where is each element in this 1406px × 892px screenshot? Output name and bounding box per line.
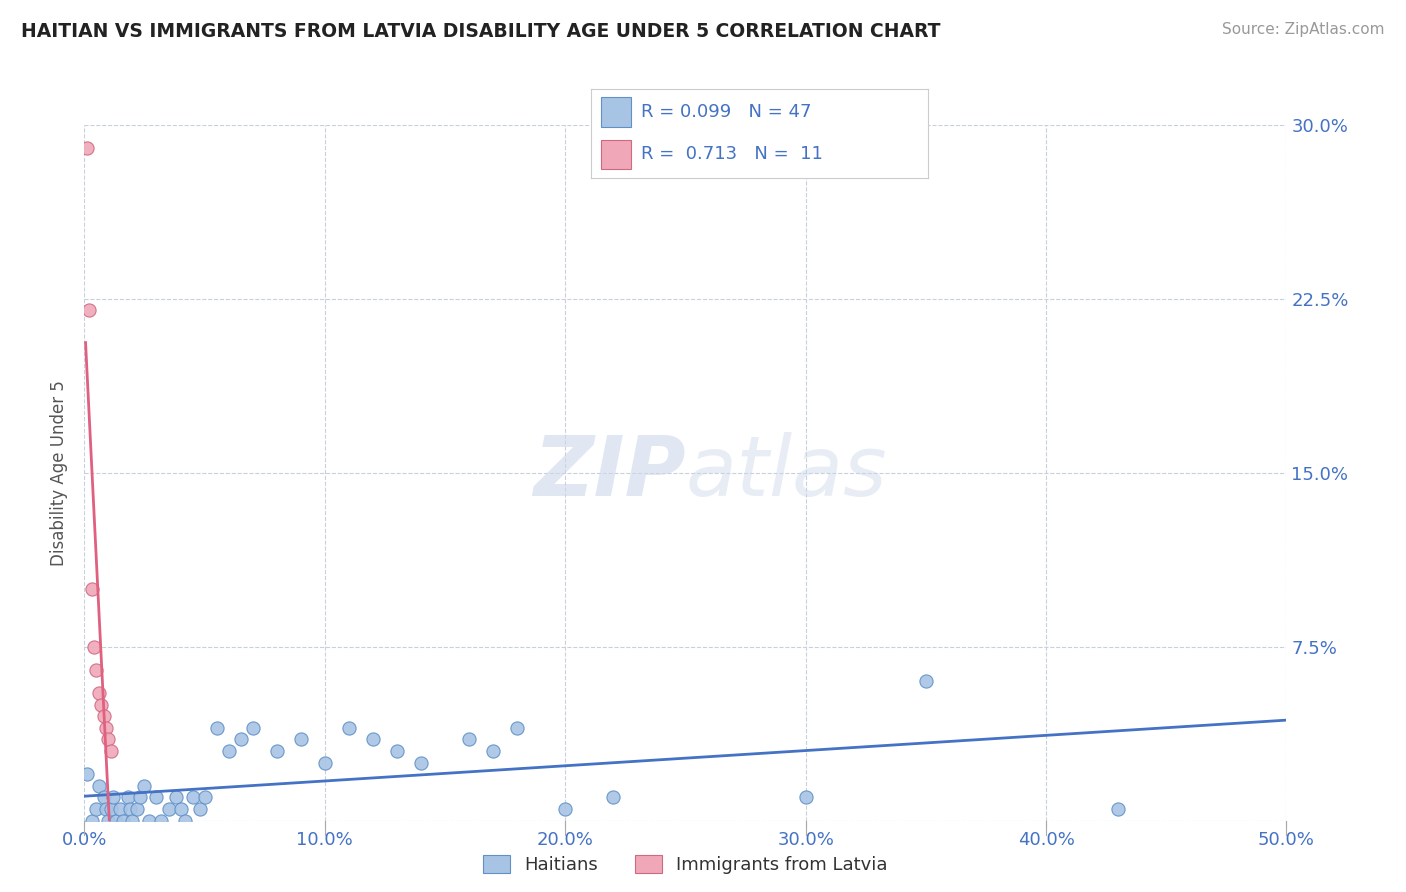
Point	[111, 814, 134, 828]
Point	[97, 814, 120, 828]
Point	[87, 686, 110, 700]
Point	[100, 744, 122, 758]
Point	[1107, 802, 1129, 816]
Point	[86, 802, 108, 816]
Text: R =  0.713   N =  11: R = 0.713 N = 11	[641, 145, 823, 163]
Point	[218, 744, 240, 758]
Point	[409, 756, 432, 770]
Point	[242, 721, 264, 735]
Point	[205, 721, 228, 735]
Point	[361, 732, 384, 747]
Point	[127, 802, 149, 816]
Point	[337, 721, 360, 735]
Point	[482, 744, 505, 758]
Point	[76, 767, 98, 781]
Text: R = 0.099   N = 47: R = 0.099 N = 47	[641, 103, 811, 121]
Point	[93, 790, 115, 805]
Point	[104, 814, 127, 828]
Point	[266, 744, 288, 758]
Point	[128, 790, 150, 805]
Y-axis label: Disability Age Under 5: Disability Age Under 5	[51, 380, 69, 566]
Point	[290, 732, 312, 747]
Point	[915, 674, 938, 689]
Point	[94, 721, 117, 735]
Point	[229, 732, 252, 747]
Point	[87, 779, 110, 793]
Point	[188, 802, 211, 816]
Point	[145, 790, 167, 805]
Point	[314, 756, 336, 770]
Point	[165, 790, 187, 805]
Point	[194, 790, 217, 805]
Point	[86, 663, 108, 677]
Text: ZIP: ZIP	[533, 433, 686, 513]
Point	[134, 779, 156, 793]
Point	[97, 732, 120, 747]
Bar	[600, 140, 631, 169]
Point	[602, 790, 624, 805]
Point	[80, 814, 103, 828]
Point	[93, 709, 115, 723]
Point	[90, 698, 112, 712]
Point	[121, 814, 143, 828]
Text: HAITIAN VS IMMIGRANTS FROM LATVIA DISABILITY AGE UNDER 5 CORRELATION CHART: HAITIAN VS IMMIGRANTS FROM LATVIA DISABI…	[21, 22, 941, 41]
Point	[169, 802, 191, 816]
Point	[181, 790, 204, 805]
Point	[94, 802, 117, 816]
Point	[110, 802, 132, 816]
Point	[506, 721, 529, 735]
Point	[385, 744, 408, 758]
Text: atlas: atlas	[686, 433, 887, 513]
Point	[118, 802, 141, 816]
Bar	[600, 97, 631, 127]
Point	[77, 303, 100, 318]
Point	[103, 790, 125, 805]
Point	[100, 802, 122, 816]
Point	[157, 802, 180, 816]
Point	[117, 790, 139, 805]
Legend: Haitians, Immigrants from Latvia: Haitians, Immigrants from Latvia	[477, 847, 894, 881]
Text: Source: ZipAtlas.com: Source: ZipAtlas.com	[1222, 22, 1385, 37]
Point	[83, 640, 105, 654]
Point	[76, 141, 98, 155]
Point	[138, 814, 160, 828]
Point	[80, 582, 103, 596]
Point	[458, 732, 481, 747]
Point	[794, 790, 817, 805]
Point	[554, 802, 576, 816]
Point	[150, 814, 173, 828]
Point	[174, 814, 197, 828]
